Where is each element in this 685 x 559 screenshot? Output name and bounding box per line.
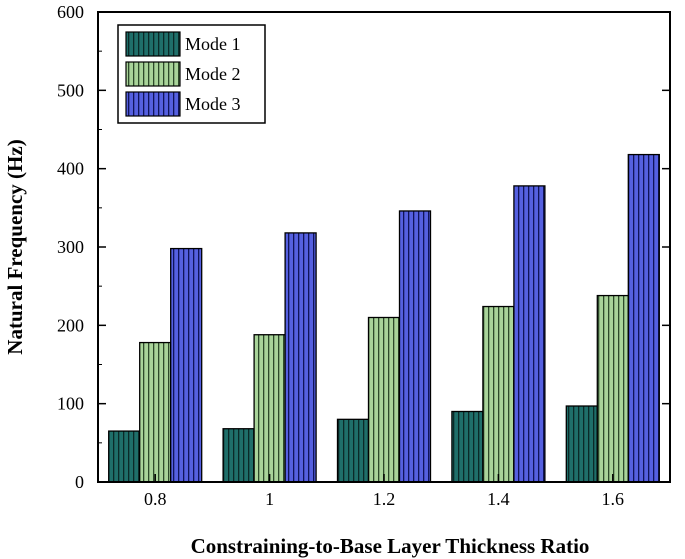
bar-mode-3-4 xyxy=(627,153,660,483)
bar-mode-2-1 xyxy=(253,334,286,483)
x-tick-label: 1.4 xyxy=(487,489,510,509)
y-tick-label: 500 xyxy=(57,80,84,100)
y-axis-title: Natural Frequency (Hz) xyxy=(3,139,27,354)
legend-label: Mode 3 xyxy=(185,94,241,114)
bar-mode-3-1 xyxy=(284,232,317,483)
bar-mode-2-4 xyxy=(596,294,629,483)
bar-mode-1-0 xyxy=(108,430,141,483)
bar-mode-3-0 xyxy=(170,247,203,483)
x-axis-title: Constraining-to-Base Layer Thickness Rat… xyxy=(191,534,590,558)
bar-mode-1-1 xyxy=(222,428,255,483)
legend-swatch xyxy=(125,91,181,117)
y-tick-label: 600 xyxy=(57,2,84,22)
legend-swatch xyxy=(125,61,181,87)
x-tick-label: 1.6 xyxy=(602,489,625,509)
bar-mode-2-3 xyxy=(482,305,515,483)
bar-mode-3-3 xyxy=(513,185,546,483)
plot-frame xyxy=(97,11,671,483)
legend-label: Mode 1 xyxy=(185,34,241,54)
legend-label: Mode 2 xyxy=(185,64,241,84)
bar-mode-1-3 xyxy=(451,410,484,483)
bar-mode-2-0 xyxy=(139,341,172,483)
y-tick-label: 200 xyxy=(57,315,84,335)
y-tick-label: 100 xyxy=(57,394,84,414)
x-tick-label: 1.2 xyxy=(373,489,396,509)
bar-mode-3-2 xyxy=(398,210,432,483)
bar-mode-2-2 xyxy=(367,316,401,483)
bar-mode-1-4 xyxy=(565,405,598,483)
y-tick-label: 0 xyxy=(75,472,84,492)
x-tick-label: 1 xyxy=(265,489,274,509)
y-ticks-group: 0 100 200 300 400 500 600 xyxy=(57,2,670,492)
x-tick-label: 0.8 xyxy=(144,489,167,509)
x-ticks-group: 0.8 1 1.2 1.4 1.6 xyxy=(144,474,624,509)
bars-group xyxy=(108,153,660,483)
y-tick-label: 400 xyxy=(57,159,84,179)
legend-swatch xyxy=(125,31,181,57)
bar-mode-1-2 xyxy=(336,418,370,483)
y-tick-label: 300 xyxy=(57,237,84,257)
legend: Mode 1 Mode 2 Mode 3 xyxy=(117,24,266,124)
